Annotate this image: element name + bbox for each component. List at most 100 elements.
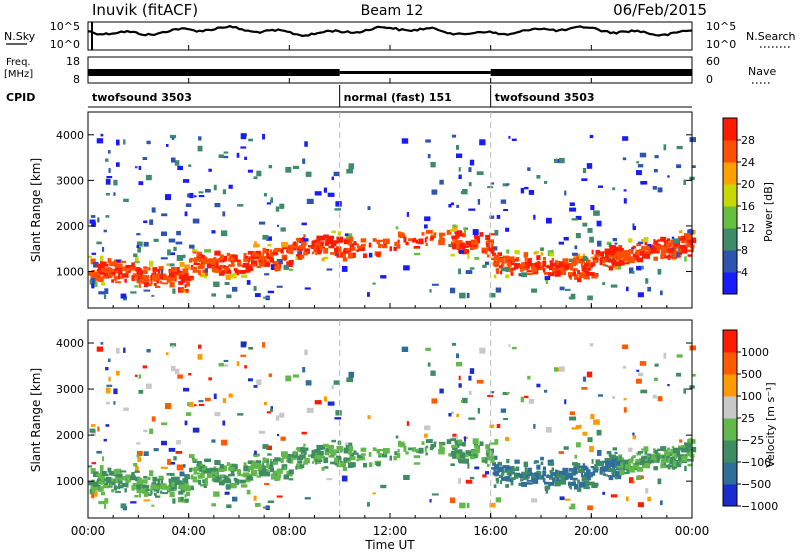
- power-cell: [212, 265, 219, 269]
- velocity-cell: [493, 484, 497, 488]
- velocity-cell: [98, 486, 104, 492]
- power-cell: [510, 270, 514, 276]
- power-cell: [429, 289, 432, 293]
- power-colorbar-tick: 8: [741, 244, 748, 257]
- velocity-cell: [143, 451, 149, 456]
- power-cell: [295, 256, 298, 261]
- velocity-cell: [135, 466, 139, 472]
- velocity-cell: [641, 448, 644, 451]
- velocity-cell: [594, 469, 599, 473]
- power-cell: [562, 262, 566, 268]
- power-cell: [208, 258, 212, 264]
- power-cell: [283, 264, 289, 270]
- power-cell: [304, 248, 310, 254]
- power-cell: [492, 246, 498, 251]
- velocity-cell: [133, 487, 137, 490]
- velocity-cell: [615, 456, 619, 461]
- power-cell: [219, 269, 223, 272]
- velocity-cell: [122, 482, 129, 488]
- velocity-cell: [477, 407, 481, 414]
- power-cell: [612, 187, 616, 191]
- power-cell: [134, 260, 140, 264]
- power-cell: [105, 178, 111, 185]
- velocity-cell: [511, 472, 517, 475]
- power-cell: [653, 169, 658, 173]
- power-cell: [438, 239, 445, 246]
- power-cell: [224, 282, 230, 286]
- velocity-cell: [424, 425, 431, 431]
- velocity-cell: [586, 469, 591, 474]
- power-cell: [632, 245, 636, 249]
- power-cell: [328, 246, 335, 249]
- power-cell: [214, 203, 221, 208]
- velocity-cell: [213, 491, 220, 497]
- velocity-cell: [608, 476, 614, 481]
- velocity-cell: [317, 450, 321, 455]
- velocity-cell: [579, 465, 583, 469]
- power-cell: [572, 252, 578, 256]
- velocity-cell: [564, 399, 567, 405]
- velocity-cell: [500, 480, 503, 484]
- velocity-cell: [413, 462, 421, 465]
- velocity-cell: [533, 461, 537, 464]
- power-cell: [146, 281, 150, 286]
- velocity-cell: [223, 477, 227, 481]
- power-cell: [583, 276, 590, 280]
- noise-left-tick-high: 10^5: [50, 20, 80, 33]
- power-cell: [564, 190, 567, 196]
- power-cell: [115, 281, 121, 284]
- velocity-cell: [269, 461, 273, 466]
- velocity-cell: [560, 474, 566, 478]
- velocity-cell: [501, 471, 505, 476]
- power-cell: [314, 191, 322, 196]
- velocity-cell: [110, 470, 116, 476]
- velocity-cell: [449, 497, 456, 504]
- power-cell: [415, 241, 422, 244]
- velocity-cell: [541, 474, 545, 480]
- power-cell: [101, 261, 107, 267]
- velocity-cell: [522, 477, 529, 480]
- velocity-cell: [482, 458, 488, 462]
- velocity-cell: [220, 474, 225, 478]
- velocity-cell: [96, 479, 99, 483]
- velocity-cell: [546, 475, 553, 478]
- velocity-cell: [652, 453, 655, 459]
- power-cell: [450, 202, 455, 206]
- velocity-cell: [643, 446, 649, 452]
- velocity-cell: [525, 471, 530, 475]
- range-tick-label: 2000: [56, 429, 84, 442]
- velocity-cell: [626, 496, 629, 501]
- power-cell: [356, 245, 363, 249]
- power-cell: [204, 249, 211, 253]
- power-cell: [105, 215, 110, 218]
- power-cell: [157, 269, 161, 274]
- beam-title: Beam 12: [361, 3, 424, 19]
- velocity-cell: [430, 446, 435, 449]
- velocity-cell: [536, 464, 541, 470]
- power-cell: [285, 166, 292, 173]
- power-cell: [143, 241, 149, 247]
- velocity-cell: [280, 436, 286, 441]
- power-cell: [559, 157, 565, 164]
- power-cell: [676, 164, 682, 169]
- velocity-cell: [312, 461, 315, 464]
- power-cell: [215, 261, 218, 267]
- velocity-cell: [348, 445, 354, 452]
- velocity-cell: [151, 504, 155, 507]
- power-cell: [401, 138, 409, 144]
- velocity-cell: [261, 468, 265, 472]
- power-cell: [602, 263, 607, 267]
- velocity-cell: [119, 485, 124, 489]
- velocity-cell: [109, 471, 113, 476]
- power-cell: [255, 293, 261, 297]
- power-cell: [264, 251, 270, 254]
- velocity-cell: [116, 370, 120, 376]
- velocity-cell: [263, 506, 270, 509]
- velocity-cell: [115, 478, 119, 484]
- power-cell: [299, 245, 306, 249]
- power-cell: [605, 254, 609, 258]
- velocity-cell: [184, 499, 189, 502]
- velocity-cell: [100, 470, 103, 473]
- cpid-segment-label: twofsound 3503: [495, 91, 595, 104]
- velocity-cell: [100, 491, 105, 496]
